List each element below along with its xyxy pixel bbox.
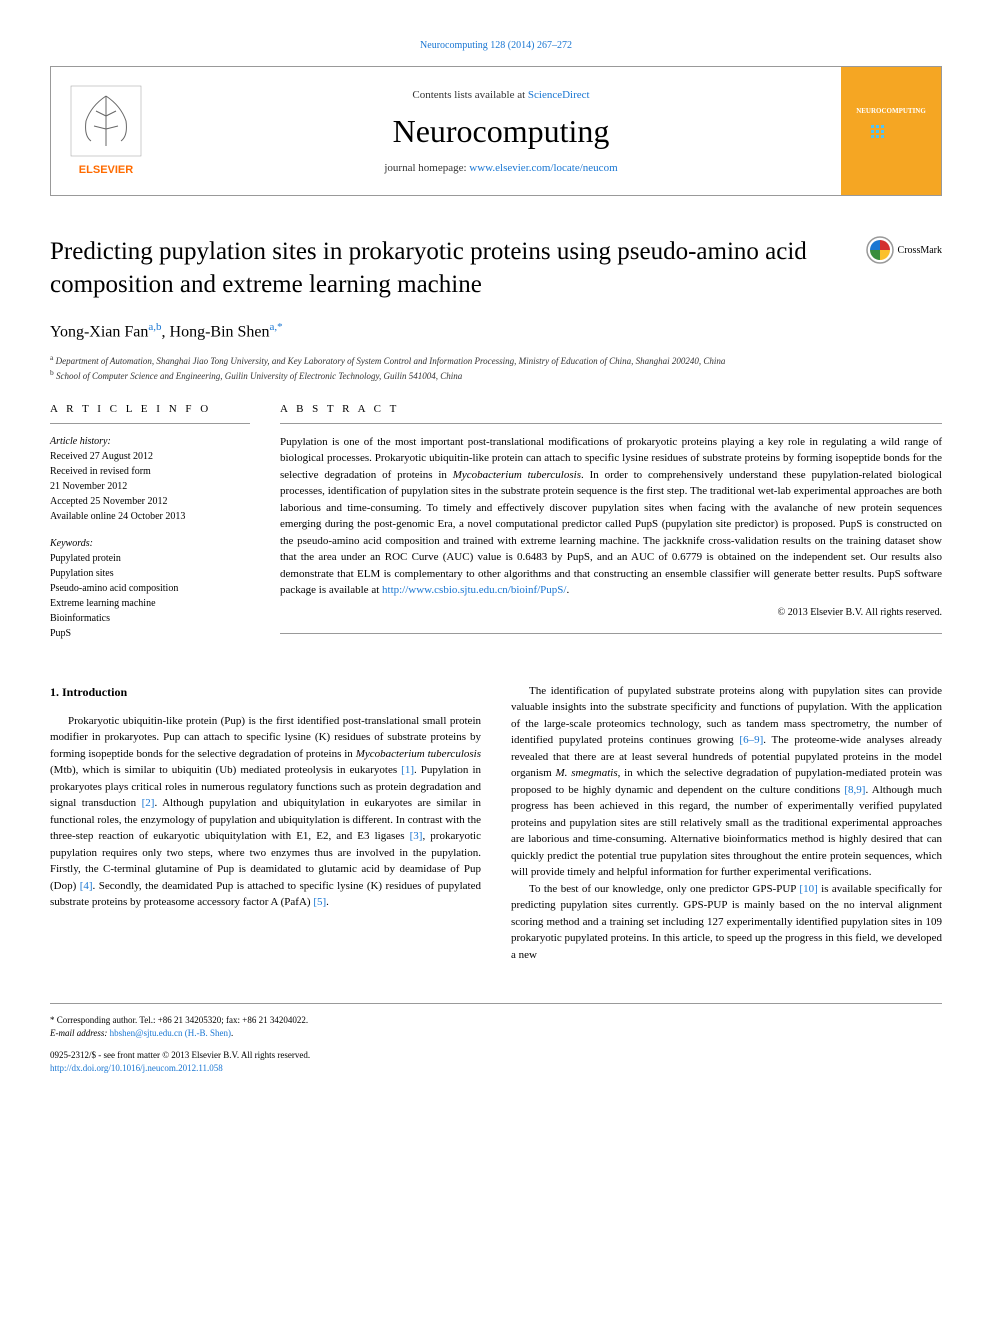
col1-paragraph-1: Prokaryotic ubiquitin-like protein (Pup)… (50, 713, 481, 911)
page-footer: * Corresponding author. Tel.: +86 21 342… (50, 1003, 942, 1074)
homepage-line: journal homepage: www.elsevier.com/locat… (384, 162, 617, 174)
crossmark-icon (866, 236, 894, 264)
col2-p1-d: . Although much progress has been achiev… (511, 784, 942, 879)
author-2: Hong-Bin Shen (170, 323, 270, 340)
crossmark-label: CrossMark (898, 245, 942, 256)
abstract-heading: A B S T R A C T (280, 403, 942, 424)
title-row: Predicting pupylation sites in prokaryot… (50, 236, 942, 301)
history-label: Article history: (50, 434, 250, 449)
affiliation-a: Department of Automation, Shanghai Jiao … (56, 356, 726, 366)
received-date: Received 27 August 2012 (50, 449, 250, 464)
doi-link[interactable]: http://dx.doi.org/10.1016/j.neucom.2012.… (50, 1063, 223, 1073)
cover-label: NEUROCOMPUTING (856, 107, 926, 115)
keyword-6: PupS (50, 626, 250, 641)
journal-name: Neurocomputing (393, 113, 610, 150)
svg-text:ELSEVIER: ELSEVIER (79, 164, 133, 176)
keyword-4: Extreme learning machine (50, 596, 250, 611)
email-link[interactable]: hbshen@sjtu.edu.cn (H.-B. Shen) (110, 1028, 231, 1038)
keywords-block: Keywords: Pupylated protein Pupylation s… (50, 536, 250, 641)
ref-1[interactable]: [1] (401, 764, 414, 776)
cover-graphic-icon (866, 115, 916, 155)
email-label: E-mail address: (50, 1028, 110, 1038)
ref-8-9[interactable]: [8,9] (844, 784, 865, 796)
body-col-right: The identification of pupylated substrat… (511, 683, 942, 964)
body-col-left: 1. Introduction Prokaryotic ubiquitin-li… (50, 683, 481, 964)
col2-italic-1: M. smegmatis (556, 767, 618, 779)
col1-p1-b: (Mtb), which is similar to ubiquitin (Ub… (50, 764, 401, 776)
footer-right (511, 1014, 942, 1074)
homepage-link[interactable]: www.elsevier.com/locate/neucom (469, 162, 617, 174)
col2-paragraph-1: The identification of pupylated substrat… (511, 683, 942, 881)
abstract-part-2: . In order to comprehensively understand… (280, 469, 942, 597)
accepted-date: Accepted 25 November 2012 (50, 494, 250, 509)
keywords-label: Keywords: (50, 536, 250, 551)
crossmark-badge[interactable]: CrossMark (866, 236, 942, 264)
col1-p1-g: . (326, 896, 329, 908)
contents-text: Contents lists available at (412, 89, 527, 101)
corresponding-author: * Corresponding author. Tel.: +86 21 342… (50, 1014, 481, 1027)
abstract-text: Pupylation is one of the most important … (280, 434, 942, 599)
elsevier-tree-icon: ELSEVIER (66, 81, 146, 181)
header-center: Contents lists available at ScienceDirec… (161, 67, 841, 195)
online-date: Available online 24 October 2013 (50, 509, 250, 524)
ref-6-9[interactable]: [6–9] (739, 734, 763, 746)
article-info-heading: A R T I C L E I N F O (50, 403, 250, 424)
author-1: Yong-Xian Fan (50, 323, 148, 340)
contents-line: Contents lists available at ScienceDirec… (412, 89, 589, 101)
affiliations: a Department of Automation, Shanghai Jia… (50, 353, 942, 382)
author-1-aff[interactable]: a,b (148, 321, 161, 333)
ref-10[interactable]: [10] (799, 883, 817, 895)
info-abstract-row: A R T I C L E I N F O Article history: R… (50, 403, 942, 653)
revised-date: 21 November 2012 (50, 479, 250, 494)
body-columns: 1. Introduction Prokaryotic ubiquitin-li… (50, 683, 942, 964)
elsevier-logo: ELSEVIER (51, 67, 161, 195)
journal-header: ELSEVIER Contents lists available at Sci… (50, 66, 942, 196)
journal-cover: NEUROCOMPUTING (841, 67, 941, 195)
article-title: Predicting pupylation sites in prokaryot… (50, 236, 846, 301)
footer-left: * Corresponding author. Tel.: +86 21 342… (50, 1014, 481, 1074)
ref-5[interactable]: [5] (313, 896, 326, 908)
ref-4[interactable]: [4] (80, 880, 93, 892)
ref-2[interactable]: [2] (142, 797, 155, 809)
abstract: A B S T R A C T Pupylation is one of the… (280, 403, 942, 653)
col1-p1-f: . Secondly, the deamidated Pup is attach… (50, 880, 481, 909)
keyword-2: Pupylation sites (50, 566, 250, 581)
corresponding-mark[interactable]: * (277, 321, 283, 333)
col2-paragraph-2: To the best of our knowledge, only one p… (511, 881, 942, 964)
col2-p2-a: To the best of our knowledge, only one p… (529, 883, 799, 895)
abstract-copyright: © 2013 Elsevier B.V. All rights reserved… (280, 607, 942, 618)
ref-3[interactable]: [3] (410, 830, 423, 842)
keyword-5: Bioinformatics (50, 611, 250, 626)
abstract-italic-1: Mycobacterium tuberculosis (453, 469, 581, 481)
abstract-divider (280, 633, 942, 634)
keyword-1: Pupylated protein (50, 551, 250, 566)
journal-ref-link[interactable]: Neurocomputing 128 (2014) 267–272 (420, 40, 572, 51)
section-1-heading: 1. Introduction (50, 683, 481, 701)
article-history: Article history: Received 27 August 2012… (50, 434, 250, 524)
journal-reference: Neurocomputing 128 (2014) 267–272 (50, 40, 942, 51)
keyword-3: Pseudo-amino acid composition (50, 581, 250, 596)
authors: Yong-Xian Fana,b, Hong-Bin Shena,* (50, 321, 942, 341)
affiliation-b: School of Computer Science and Engineeri… (56, 371, 462, 381)
col1-italic-1: Mycobacterium tuberculosis (356, 748, 481, 760)
article-info: A R T I C L E I N F O Article history: R… (50, 403, 250, 653)
revised-label: Received in revised form (50, 464, 250, 479)
homepage-text: journal homepage: (384, 162, 469, 174)
issn-line: 0925-2312/$ - see front matter © 2013 El… (50, 1049, 481, 1062)
pups-link[interactable]: http://www.csbio.sjtu.edu.cn/bioinf/PupS… (382, 584, 566, 596)
sciencedirect-link[interactable]: ScienceDirect (528, 89, 590, 101)
